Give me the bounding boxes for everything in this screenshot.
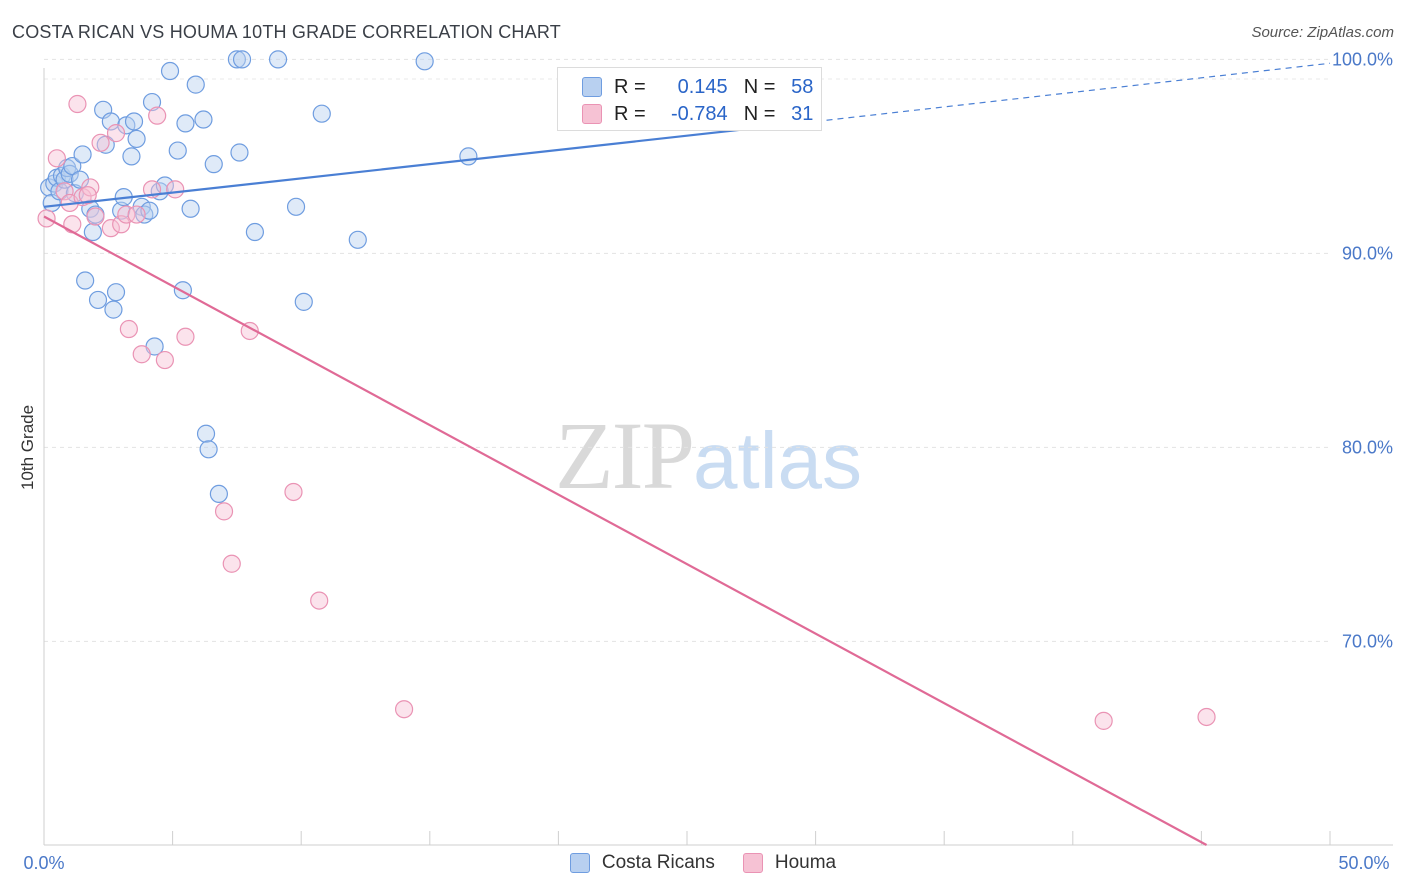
costa-ricans-point <box>294 292 313 311</box>
costa-ricans-point <box>245 222 265 242</box>
costa-ricans-point <box>209 484 228 504</box>
houma-point <box>127 205 146 224</box>
costa-ricans-point <box>127 129 146 149</box>
houma-point <box>284 482 303 502</box>
costa-ricans-point <box>63 156 82 176</box>
source-credit: Source: ZipAtlas.com <box>1251 24 1394 41</box>
legend-r-value: 0.145 <box>677 75 728 98</box>
costa-ricans-point <box>142 92 162 112</box>
houma-point <box>222 554 241 573</box>
costa-ricans-point <box>106 283 126 302</box>
houma-point <box>91 133 110 152</box>
series-label-houma: Houma <box>774 852 837 873</box>
costa-ricans-point <box>415 52 434 71</box>
series-legend-costa-ricans: Costa Ricans <box>569 852 715 874</box>
costa-ricans-point <box>459 147 478 166</box>
costa-ricans-point <box>176 114 195 133</box>
series-legend-houma: Houma <box>742 852 837 874</box>
houma-point <box>155 350 174 370</box>
legend-n-label: N = <box>743 102 776 125</box>
legend-n-value: 58 <box>791 75 814 98</box>
costa-ricans-point <box>83 222 102 242</box>
houma-point <box>112 215 131 234</box>
houma-point <box>132 345 151 364</box>
costa-ricans-point <box>50 182 69 201</box>
legend-swatch-pink <box>582 104 602 124</box>
costa-ricans-point <box>104 300 123 319</box>
legend-row-costa-ricans: R = 0.145 N = 58 <box>558 74 813 100</box>
series-swatch-blue <box>569 853 590 873</box>
houma-point <box>148 106 167 125</box>
x-tick-label: 50.0% <box>1338 853 1389 873</box>
y-axis-label: 10th Grade <box>18 404 37 490</box>
legend-n-value: 31 <box>791 102 814 125</box>
x-tick-label: 0.0% <box>23 853 64 873</box>
houma-point <box>117 205 136 224</box>
costa-ricans-point <box>348 230 367 249</box>
series-swatch-pink <box>742 853 763 873</box>
series-legend: Costa Ricans Houma <box>0 852 1406 874</box>
houma-point <box>310 591 329 610</box>
houma-point <box>78 186 97 205</box>
houma-point <box>240 321 259 341</box>
watermark-zip: ZIP <box>555 402 695 509</box>
costa-ricans-point <box>227 50 246 69</box>
houma-point <box>47 149 66 168</box>
costa-ricans-point <box>186 75 205 94</box>
legend-swatch-blue <box>582 77 602 97</box>
houma-point <box>55 182 74 201</box>
costa-ricans-point <box>88 290 108 310</box>
stats-legend: R = 0.145 N = 58 R = -0.784 N = 31 <box>557 67 822 131</box>
series-label-costa-ricans: Costa Ricans <box>601 852 715 873</box>
costa-ricans-point <box>199 440 218 459</box>
costa-ricans-point <box>312 104 331 123</box>
costa-ricans-trendline <box>43 120 816 208</box>
costa-ricans-point <box>196 424 216 443</box>
houma-point <box>176 327 195 346</box>
costa-ricans-point <box>124 112 144 131</box>
y-tick-label: 100.0% <box>1332 49 1393 69</box>
legend-r-value: -0.784 <box>670 102 728 125</box>
y-tick-label: 80.0% <box>1342 437 1393 457</box>
costa-ricans-point <box>122 147 141 166</box>
houma-point <box>119 319 138 339</box>
houma-point <box>214 502 234 521</box>
legend-r-label: R = <box>614 75 646 98</box>
costa-ricans-point <box>181 199 200 218</box>
houma-point <box>106 124 126 143</box>
houma-point <box>1197 707 1216 727</box>
costa-ricans-point <box>286 197 306 216</box>
costa-ricans-point <box>194 110 213 129</box>
houma-point <box>68 94 87 114</box>
houma-point <box>86 207 105 226</box>
y-tick-label: 70.0% <box>1342 631 1393 651</box>
costa-ricans-point <box>232 50 252 69</box>
chart-title: COSTA RICAN VS HOUMA 10TH GRADE CORRELAT… <box>12 22 561 42</box>
houma-point <box>1094 711 1113 730</box>
costa-ricans-trendline-extension <box>815 62 1331 123</box>
houma-point <box>394 700 414 719</box>
legend-row-houma: R = -0.784 N = 31 <box>558 101 813 127</box>
costa-ricans-point <box>173 281 192 300</box>
houma-trendline <box>43 215 1208 846</box>
costa-ricans-point <box>160 61 180 81</box>
y-tick-label: 90.0% <box>1342 243 1393 263</box>
costa-ricans-point <box>204 155 223 174</box>
costa-ricans-point <box>168 141 187 160</box>
houma-point <box>166 180 185 199</box>
legend-n-label: N = <box>743 75 776 98</box>
legend-r-label: R = <box>614 102 646 125</box>
watermark: ZIPatlas <box>555 400 862 511</box>
costa-ricans-point <box>73 145 92 164</box>
houma-point <box>101 219 120 238</box>
costa-ricans-point <box>76 271 95 290</box>
costa-ricans-point <box>230 143 249 162</box>
watermark-atlas: atlas <box>693 416 862 505</box>
houma-point <box>63 215 82 234</box>
costa-ricans-point <box>268 50 288 69</box>
